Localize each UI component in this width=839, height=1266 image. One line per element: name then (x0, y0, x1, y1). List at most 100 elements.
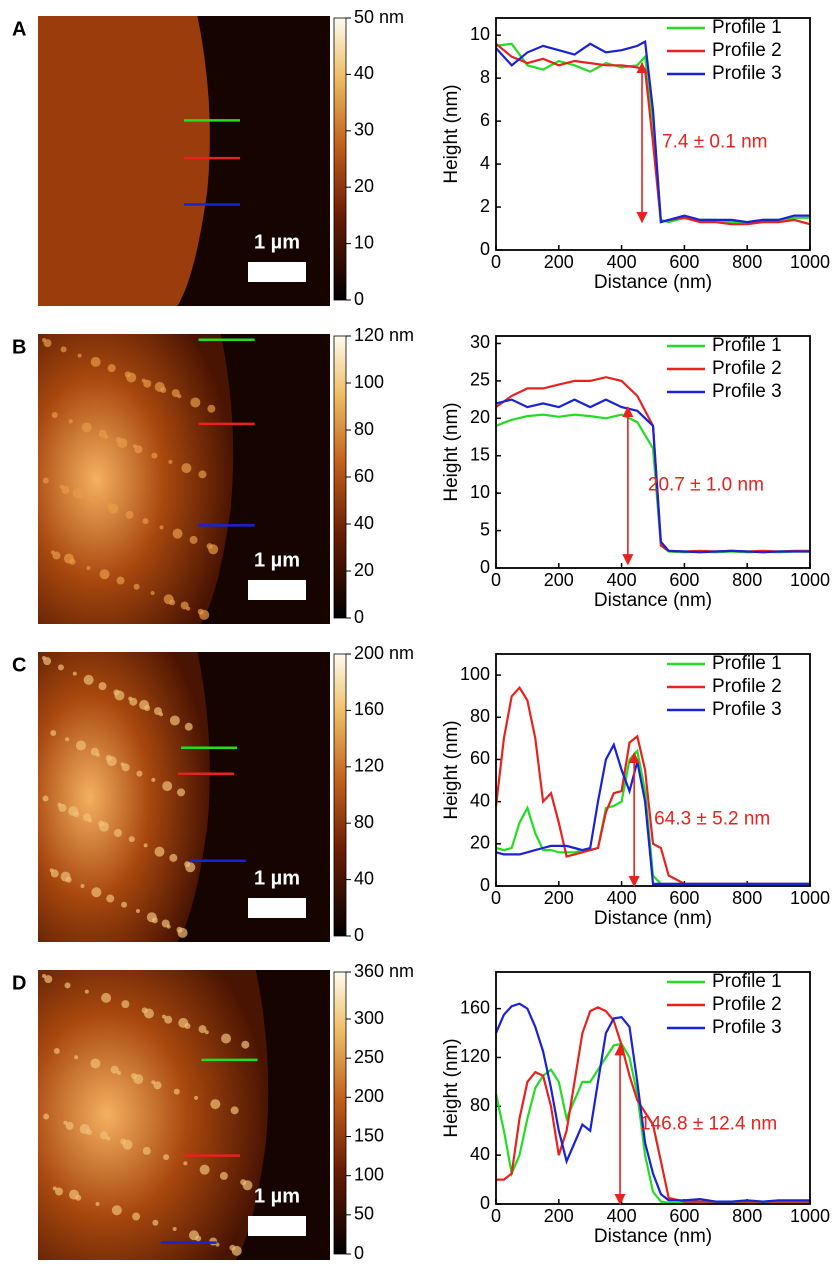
afm-feature (90, 1058, 100, 1068)
afm-feature (194, 1096, 198, 1100)
scale-bar (248, 262, 306, 282)
afm-feature (185, 862, 195, 872)
scale-bar-label: 1 µm (254, 549, 300, 571)
panel-label: A (12, 18, 26, 40)
x-axis-label: Distance (nm) (594, 590, 712, 611)
afm-feature (74, 1055, 78, 1059)
x-tick-label: 400 (607, 570, 637, 590)
afm-feature (51, 870, 59, 878)
panel-label: B (12, 336, 26, 358)
afm-feature (164, 1016, 172, 1024)
colorbar-tick-label: 50 nm (354, 7, 404, 27)
afm-feature (136, 909, 140, 913)
y-tick-label: 8 (480, 67, 490, 87)
legend-label: Profile 3 (712, 381, 782, 402)
afm-feature (178, 928, 188, 938)
afm-feature (95, 500, 99, 504)
afm-feature (50, 730, 56, 736)
afm-feature (143, 1147, 151, 1155)
afm-feature (208, 544, 218, 554)
y-tick-label: 25 (470, 370, 490, 390)
afm-feature (69, 419, 73, 423)
legend-label: Profile 3 (712, 63, 782, 84)
height-annotation: 146.8 ± 12.4 nm (640, 1114, 777, 1135)
afm-feature (84, 675, 94, 685)
afm-feature (43, 1114, 49, 1120)
afm-feature (168, 460, 172, 464)
afm-feature (134, 584, 140, 590)
afm-feature (82, 422, 92, 432)
legend-label: Profile 3 (712, 699, 782, 720)
afm-feature (112, 1205, 122, 1215)
colorbar (334, 18, 346, 300)
y-axis-label: Height (nm) (441, 1038, 462, 1137)
scale-bar-label: 1 µm (254, 1185, 300, 1207)
afm-feature (96, 1202, 100, 1206)
x-tick-label: 200 (544, 570, 574, 590)
y-tick-label: 0 (480, 1193, 490, 1213)
afm-feature (52, 412, 58, 418)
y-tick-label: 2 (480, 196, 490, 216)
afm-feature (241, 1041, 249, 1049)
colorbar (334, 336, 346, 618)
afm-feature (99, 822, 109, 832)
afm-feature (43, 796, 49, 802)
panel-label: C (12, 654, 26, 676)
x-tick-label: 600 (669, 1206, 699, 1226)
afm-feature (162, 781, 172, 791)
scale-bar (248, 898, 306, 918)
afm-feature (107, 756, 117, 766)
afm-feature (61, 486, 69, 494)
afm-feature (122, 763, 130, 771)
afm-feature (58, 804, 66, 812)
afm-feature (185, 723, 193, 731)
afm-feature (117, 438, 127, 448)
afm-feature (114, 690, 124, 700)
afm-feature (91, 887, 101, 897)
afm-feature (143, 380, 151, 388)
afm-feature (100, 569, 110, 579)
figure: A1 µm01020304050 nm024681002004006008001… (0, 0, 839, 1261)
x-axis-label: Distance (nm) (594, 1226, 712, 1247)
colorbar-tick-label: 360 nm (354, 961, 414, 981)
x-tick-label: 800 (732, 570, 762, 590)
scale-bar-label: 1 µm (254, 867, 300, 889)
afm-feature (99, 682, 107, 690)
afm-feature (106, 1136, 110, 1140)
afm-feature (186, 607, 190, 611)
afm-feature (121, 902, 127, 908)
afm-feature (121, 1000, 129, 1008)
colorbar-tick-label: 40 (354, 513, 374, 533)
afm-feature (76, 740, 86, 750)
x-tick-label: 800 (732, 888, 762, 908)
afm-feature (200, 1165, 210, 1175)
colorbar-tick-label: 200 nm (354, 643, 414, 663)
afm-feature (114, 829, 122, 837)
colorbar-tick-label: 10 (354, 232, 374, 252)
afm-feature (125, 511, 133, 519)
afm-feature (190, 536, 198, 544)
y-axis-label: Height (nm) (441, 402, 462, 501)
scale-bar (248, 580, 306, 600)
y-tick-label: 60 (470, 748, 490, 768)
x-tick-label: 0 (491, 570, 501, 590)
afm-feature (160, 525, 164, 529)
y-tick-label: 15 (470, 444, 490, 464)
afm-feature (133, 1074, 143, 1084)
afm-feature (232, 1246, 242, 1256)
afm-feature (170, 715, 180, 725)
legend-label: Profile 3 (712, 1017, 782, 1038)
y-tick-label: 0 (480, 875, 490, 895)
afm-feature (44, 339, 52, 347)
afm-feature (151, 778, 155, 782)
afm-feature (108, 504, 118, 514)
y-tick-label: 0 (480, 557, 490, 577)
afm-feature (75, 1195, 81, 1201)
afm-feature (136, 771, 142, 777)
y-tick-label: 4 (480, 153, 490, 173)
scale-bar-label: 1 µm (254, 231, 300, 253)
afm-feature (159, 712, 163, 716)
colorbar-tick-label: 100 (354, 1164, 384, 1184)
x-tick-label: 0 (491, 1206, 501, 1226)
afm-feature (177, 788, 185, 796)
